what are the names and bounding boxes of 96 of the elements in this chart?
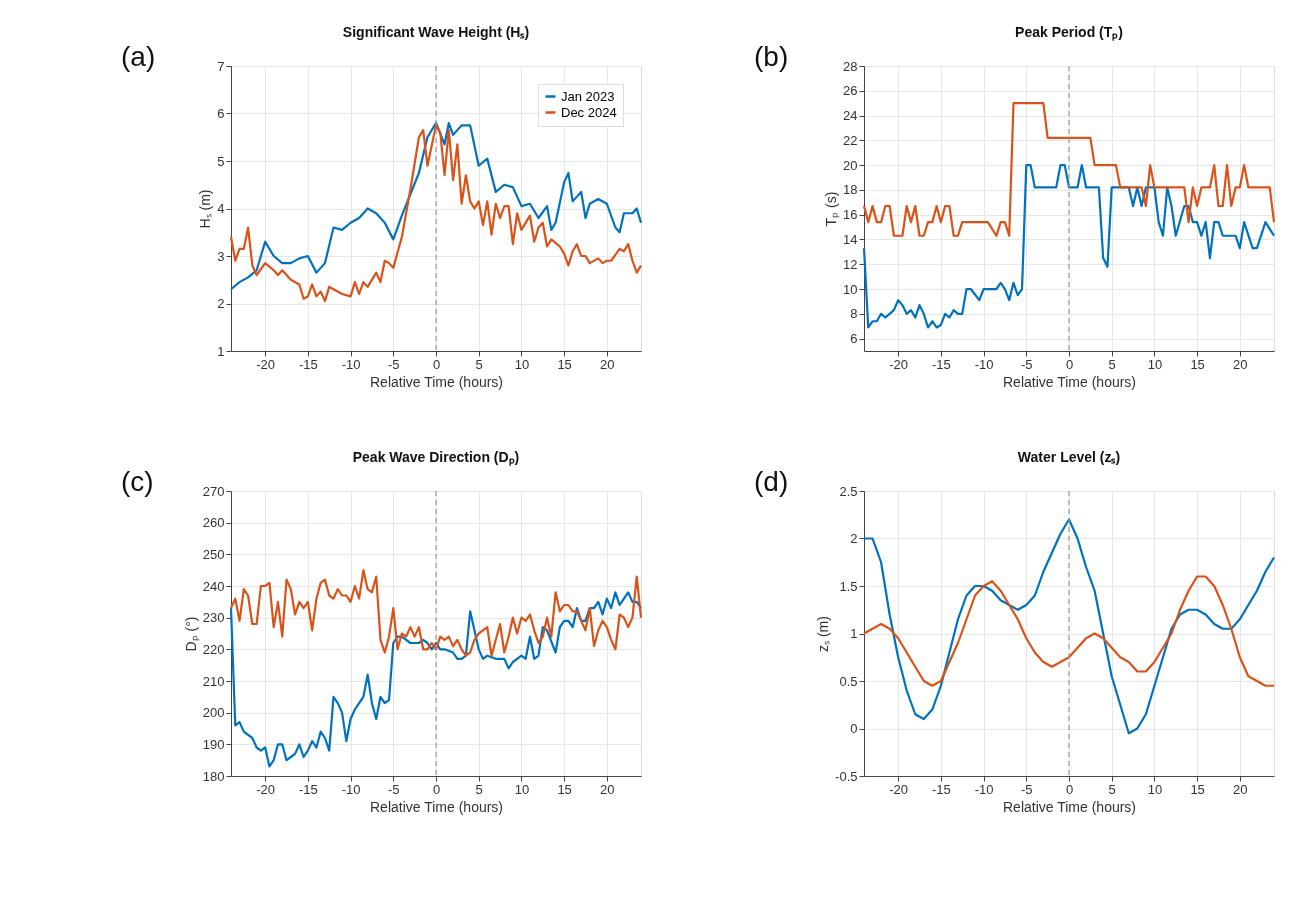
x-axis-title: Relative Time (hours)	[369, 798, 504, 815]
y-axis-title: zₛ (m)	[815, 616, 832, 652]
y-tick-label: 190	[202, 736, 225, 752]
y-tick-label: 4	[217, 201, 225, 216]
x-tick-label: 5	[475, 781, 483, 797]
y-tick-label: 2	[217, 296, 225, 311]
x-tick-label: 5	[1108, 781, 1116, 797]
chart-title: Water Level (zₛ)	[1017, 449, 1121, 465]
x-tick-label: -15	[298, 356, 318, 372]
x-tick-label: -15	[298, 781, 318, 797]
x-tick-label: 0	[432, 356, 441, 372]
y-tick-label: 14	[843, 231, 858, 247]
x-tick-label: -20	[889, 781, 909, 797]
y-tick-label: 10	[843, 281, 858, 297]
x-tick-label: -20	[256, 781, 276, 797]
x-tick-label: 20	[1233, 356, 1248, 372]
x-tick-label: 0	[1065, 781, 1074, 797]
x-tick-label: 15	[1190, 781, 1205, 797]
y-tick-label: 220	[202, 641, 225, 657]
y-tick-label: 270	[202, 483, 225, 499]
x-tick-label: 20	[600, 781, 615, 797]
y-tick-label: 1	[217, 343, 225, 359]
line-series	[229, 569, 643, 657]
y-tick-label: 16	[843, 207, 858, 223]
chart-title: Peak Period (Tₚ)	[1015, 24, 1123, 41]
y-tick-label: 240	[202, 578, 225, 594]
text: (b)	[754, 41, 789, 72]
x-tick-label: -20	[256, 356, 276, 372]
x-tick-label: -10	[341, 781, 361, 797]
y-tick-label: 22	[843, 132, 858, 148]
y-tick-label: 3	[217, 248, 225, 264]
line-series	[862, 102, 1276, 237]
y-tick-label: 250	[202, 546, 225, 562]
x-axis-title: Relative Time (hours)	[369, 373, 504, 390]
y-tick-label: 210	[202, 673, 225, 689]
line-series	[862, 164, 1276, 329]
legend-label: Dec 2024	[561, 104, 617, 120]
x-tick-label: 10	[1147, 356, 1163, 372]
y-tick-label: 260	[202, 515, 225, 531]
y-axis-title: Dₚ (°)	[182, 616, 200, 652]
x-tick-label: 15	[557, 356, 572, 372]
y-tick-label: 6	[850, 331, 858, 347]
y-tick-label: 2	[850, 531, 858, 546]
y-axis-title: Tₚ (s)	[823, 191, 841, 227]
x-tick-label: -10	[974, 781, 994, 797]
y-tick-label: 8	[850, 306, 858, 322]
x-axis-title: Relative Time (hours)	[1002, 798, 1137, 815]
x-tick-label: 15	[1190, 356, 1205, 372]
x-tick-label: -5	[388, 356, 400, 372]
y-tick-label: 0.5	[839, 673, 858, 689]
line-series	[862, 518, 1276, 735]
line-series	[862, 575, 1276, 687]
text: (d)	[754, 466, 789, 497]
x-tick-label: 10	[1147, 781, 1163, 797]
text: (a)	[121, 41, 156, 72]
y-tick-label: 6	[217, 106, 225, 121]
x-tick-label: 0	[1065, 356, 1074, 372]
y-tick-label: 230	[202, 610, 225, 626]
x-axis-title: Relative Time (hours)	[1002, 373, 1137, 390]
y-tick-label: 180	[202, 768, 225, 784]
x-tick-label: 5	[475, 356, 483, 372]
y-tick-label: 1.5	[839, 578, 858, 594]
y-tick-label: 0	[850, 721, 858, 736]
legend-label: Jan 2023	[561, 88, 615, 104]
x-tick-label: -10	[974, 356, 994, 372]
y-axis-title: Hₛ (m)	[197, 189, 214, 229]
y-tick-label: 18	[843, 182, 858, 198]
y-tick-label: 24	[843, 108, 858, 124]
text: (c)	[121, 466, 154, 497]
y-tick-label: 26	[843, 83, 858, 99]
x-tick-label: -20	[889, 356, 909, 372]
line-series	[229, 591, 643, 768]
y-tick-label: 20	[843, 157, 858, 173]
x-tick-label: 0	[432, 781, 441, 797]
y-tick-label: -0.5	[835, 768, 858, 784]
y-tick-label: 200	[202, 705, 225, 721]
x-tick-label: -5	[1021, 356, 1033, 372]
x-tick-label: -5	[388, 781, 400, 797]
y-tick-label: 7	[217, 58, 225, 74]
x-tick-label: 20	[1233, 781, 1248, 797]
chart-title: Peak Wave Direction (Dₚ)	[352, 449, 520, 466]
x-tick-label: -10	[341, 356, 361, 372]
y-tick-label: 5	[217, 153, 225, 169]
x-tick-label: 10	[514, 781, 530, 797]
chart-title: Significant Wave Height (Hₛ)	[342, 24, 530, 40]
x-tick-label: -15	[931, 356, 951, 372]
x-tick-label: 10	[514, 356, 530, 372]
x-tick-label: -15	[931, 781, 951, 797]
x-tick-label: -5	[1021, 781, 1033, 797]
x-tick-label: 15	[557, 781, 572, 797]
y-tick-label: 1	[850, 626, 858, 641]
y-tick-label: 12	[843, 256, 858, 272]
y-tick-label: 28	[843, 58, 858, 74]
y-tick-label: 2.5	[839, 483, 858, 499]
x-tick-label: 20	[600, 356, 615, 372]
x-tick-label: 5	[1108, 356, 1116, 372]
